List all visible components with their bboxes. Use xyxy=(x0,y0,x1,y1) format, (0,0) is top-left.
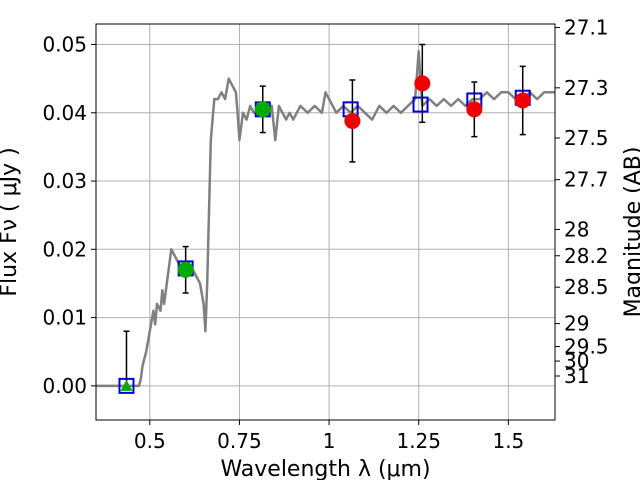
plot-frame xyxy=(95,23,556,421)
right-tick-label: 27.5 xyxy=(564,126,609,150)
y-tick-label: 0.00 xyxy=(42,374,87,398)
optical-detection-point xyxy=(177,261,194,278)
nir-detection-point xyxy=(514,92,531,109)
y-tick-label: 0.03 xyxy=(42,169,87,193)
right-tick-label: 27.7 xyxy=(564,168,609,192)
right-axis-label: Magnitude (AB) xyxy=(621,147,640,318)
x-tick-label: 1.5 xyxy=(492,429,524,453)
sed-line-layer xyxy=(96,50,555,388)
x-tick-label: 1.25 xyxy=(396,429,441,453)
x-tick-label: 1 xyxy=(323,429,336,453)
y-axis-left: 0.00 0.01 0.02 0.03 0.04 0.05 xyxy=(42,32,96,398)
marker-layer xyxy=(118,75,531,394)
right-tick-label: 29.5 xyxy=(564,335,609,359)
optical-detection-point xyxy=(254,101,271,118)
right-tick-label: 28 xyxy=(564,217,589,241)
right-tick-label: 30 xyxy=(564,349,589,373)
sed-model-line xyxy=(96,50,555,388)
right-tick-label: 28.5 xyxy=(564,275,609,299)
x-tick-label: 0.5 xyxy=(134,429,166,453)
nir-detection-point xyxy=(414,75,431,92)
y-tick-label: 0.04 xyxy=(42,101,87,125)
x-tick-label: 0.75 xyxy=(217,429,262,453)
right-tick-label: 31 xyxy=(564,364,589,388)
y-tick-label: 0.02 xyxy=(42,237,87,261)
model-photometry-square xyxy=(118,377,135,394)
y-tick-label: 0.05 xyxy=(42,32,87,56)
y-axis-label: Flux Fν ( μJy ) xyxy=(0,147,22,296)
x-axis-label: Wavelength λ (μm) xyxy=(220,457,430,480)
y-tick-label: 0.01 xyxy=(42,306,87,330)
x-axis: 0.5 0.75 1 1.25 1.5 xyxy=(134,420,524,453)
nir-detection-point xyxy=(466,101,483,118)
optical-upper-limit-marker xyxy=(120,379,133,391)
right-tick-label: 28.2 xyxy=(564,244,609,268)
right-tick-label: 27.3 xyxy=(564,76,609,100)
right-tick-label: 27.1 xyxy=(564,16,609,40)
model-photometry-square xyxy=(412,96,429,113)
right-tick-label: 29 xyxy=(564,312,589,336)
nir-detection-point xyxy=(344,112,361,129)
